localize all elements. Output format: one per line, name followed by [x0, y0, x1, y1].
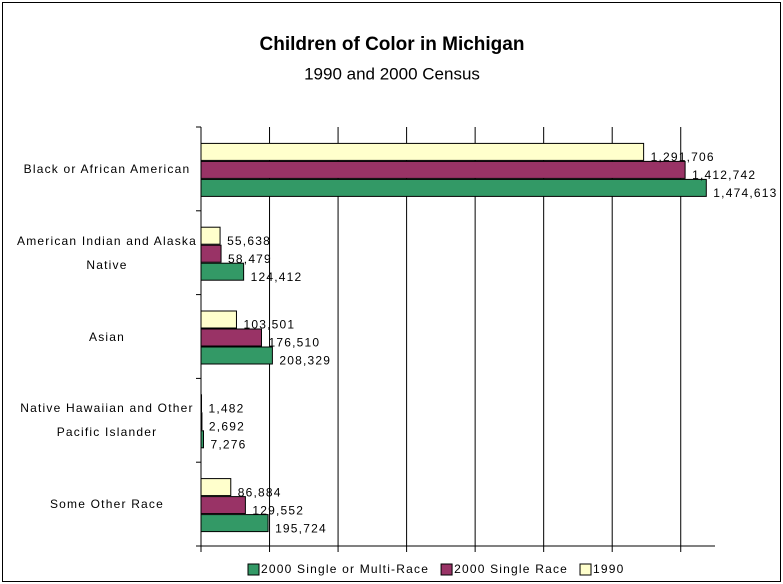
legend-label: 2000 Single Race [454, 562, 568, 576]
data-label: 195,724 [275, 521, 327, 535]
bar [200, 478, 232, 497]
chart-title: Children of Color in Michigan [260, 34, 525, 55]
data-label: 55,638 [227, 234, 271, 248]
data-label: 58,479 [228, 252, 272, 266]
bar [200, 412, 203, 431]
bar [200, 160, 686, 179]
bar [200, 142, 645, 161]
bar [200, 514, 269, 533]
y-tick-label: Black or African American [23, 161, 191, 176]
bar [200, 394, 203, 413]
data-label: 124,412 [251, 270, 303, 284]
y-tick-label: Asian [88, 329, 126, 344]
y-tick-label: Native Hawaiian and Other Pacific Island… [20, 401, 194, 440]
data-label: 103,501 [243, 318, 295, 332]
bar [200, 226, 221, 245]
bar [200, 310, 237, 329]
y-tick-label: American Indian and Alaska Native [17, 233, 197, 272]
data-label: 1,412,742 [692, 168, 756, 182]
data-label: 129,552 [252, 503, 304, 517]
data-label: 208,329 [279, 354, 331, 368]
data-label: 2,692 [209, 419, 245, 433]
data-label: 176,510 [268, 336, 320, 350]
data-label: 1,482 [209, 401, 245, 415]
bar [200, 496, 246, 515]
legend-label: 2000 Single or Multi-Race [261, 562, 429, 576]
bar [200, 244, 222, 263]
data-label: 86,884 [238, 485, 282, 499]
data-label: 7,276 [210, 437, 246, 451]
legend-label: 1990 [593, 562, 625, 576]
bar [200, 346, 273, 365]
y-tick-label: Some Other Race [49, 497, 165, 512]
bar [200, 430, 204, 449]
bar [200, 328, 262, 347]
chart-subtitle: 1990 and 2000 Census [304, 64, 480, 83]
bar [200, 178, 707, 197]
legend-swatch [247, 563, 260, 576]
data-label: 1,474,613 [713, 186, 777, 200]
bar [200, 262, 245, 281]
data-label: 1,291,706 [651, 150, 715, 164]
legend-swatch [579, 563, 592, 576]
legend-swatch [440, 563, 453, 576]
